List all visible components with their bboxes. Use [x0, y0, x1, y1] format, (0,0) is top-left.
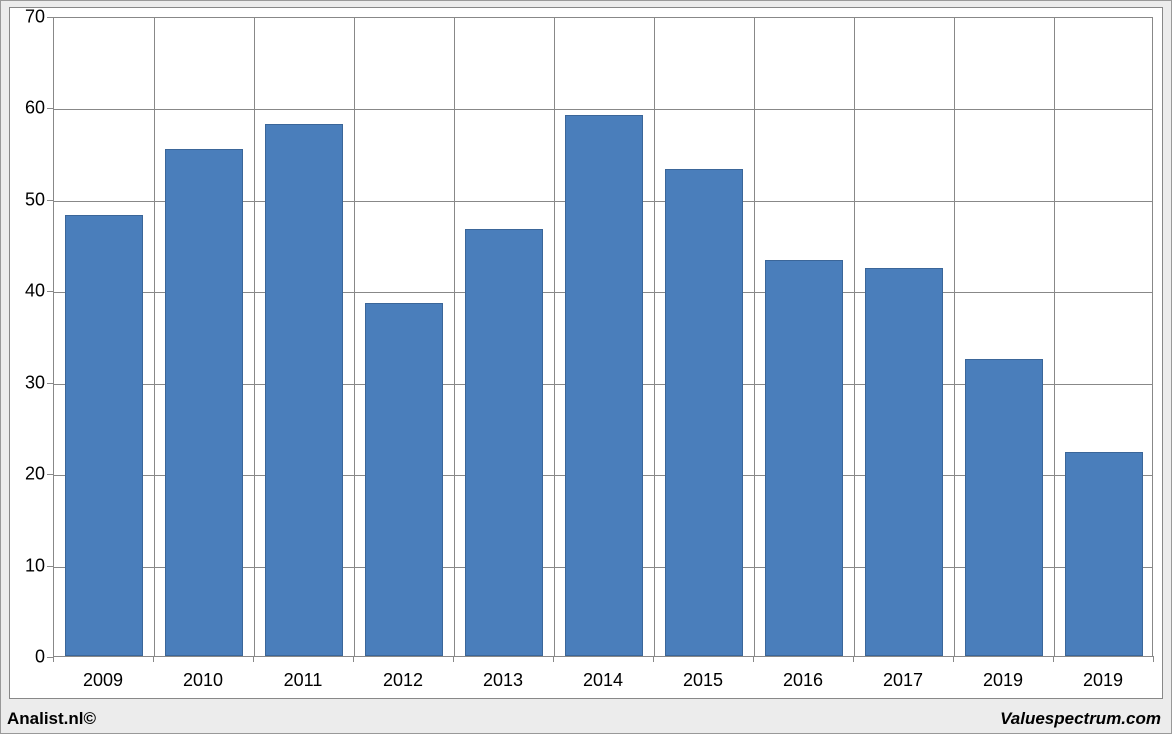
gridline-vertical	[254, 18, 255, 656]
footer-left-credit: Analist.nl©	[7, 709, 96, 729]
x-tick-mark	[453, 656, 454, 662]
y-axis-label: 70	[5, 7, 45, 28]
bar	[65, 215, 143, 656]
x-axis-label: 2015	[683, 670, 723, 691]
bar	[865, 268, 943, 656]
x-tick-mark	[753, 656, 754, 662]
x-tick-mark	[553, 656, 554, 662]
x-axis-label: 2019	[983, 670, 1023, 691]
x-tick-mark	[353, 656, 354, 662]
y-axis-label: 60	[5, 98, 45, 119]
x-tick-mark	[653, 656, 654, 662]
bar	[1065, 452, 1143, 656]
y-tick-mark	[47, 291, 53, 292]
x-axis-label: 2019	[1083, 670, 1123, 691]
gridline-vertical	[454, 18, 455, 656]
gridline-vertical	[154, 18, 155, 656]
y-tick-mark	[47, 566, 53, 567]
y-tick-mark	[47, 108, 53, 109]
plot-area	[53, 17, 1153, 657]
gridline-vertical	[854, 18, 855, 656]
x-tick-mark	[1053, 656, 1054, 662]
gridline-vertical	[954, 18, 955, 656]
bar	[965, 359, 1043, 656]
bar	[465, 229, 543, 656]
x-tick-mark	[153, 656, 154, 662]
y-tick-mark	[47, 474, 53, 475]
y-tick-mark	[47, 17, 53, 18]
x-tick-mark	[853, 656, 854, 662]
gridline-vertical	[1054, 18, 1055, 656]
x-axis-label: 2017	[883, 670, 923, 691]
bar	[665, 169, 743, 656]
x-axis-label: 2011	[284, 670, 323, 691]
x-axis-label: 2014	[583, 670, 623, 691]
y-axis-label: 0	[5, 647, 45, 668]
bar	[265, 124, 343, 656]
bar	[765, 260, 843, 656]
bar	[565, 115, 643, 656]
y-axis-label: 30	[5, 372, 45, 393]
x-tick-mark	[1153, 656, 1154, 662]
gridline-vertical	[754, 18, 755, 656]
x-tick-mark	[253, 656, 254, 662]
y-tick-mark	[47, 383, 53, 384]
y-axis-label: 50	[5, 189, 45, 210]
x-axis-label: 2012	[383, 670, 423, 691]
chart-container: Analist.nl© Valuespectrum.com 0 10 20 30 40 5…	[0, 0, 1172, 734]
bar	[165, 149, 243, 656]
gridline-vertical	[654, 18, 655, 656]
x-axis-label: 2013	[483, 670, 523, 691]
y-tick-mark	[47, 200, 53, 201]
gridline-vertical	[354, 18, 355, 656]
footer-right-credit: Valuespectrum.com	[1000, 709, 1161, 729]
x-axis-label: 2016	[783, 670, 823, 691]
y-axis-label: 40	[5, 281, 45, 302]
y-axis-label: 10	[5, 555, 45, 576]
x-axis-label: 2010	[183, 670, 223, 691]
gridline-horizontal	[54, 109, 1152, 110]
x-axis-label: 2009	[83, 670, 123, 691]
gridline-vertical	[554, 18, 555, 656]
x-tick-mark	[953, 656, 954, 662]
x-tick-mark	[53, 656, 54, 662]
bar	[365, 303, 443, 656]
y-axis-label: 20	[5, 464, 45, 485]
